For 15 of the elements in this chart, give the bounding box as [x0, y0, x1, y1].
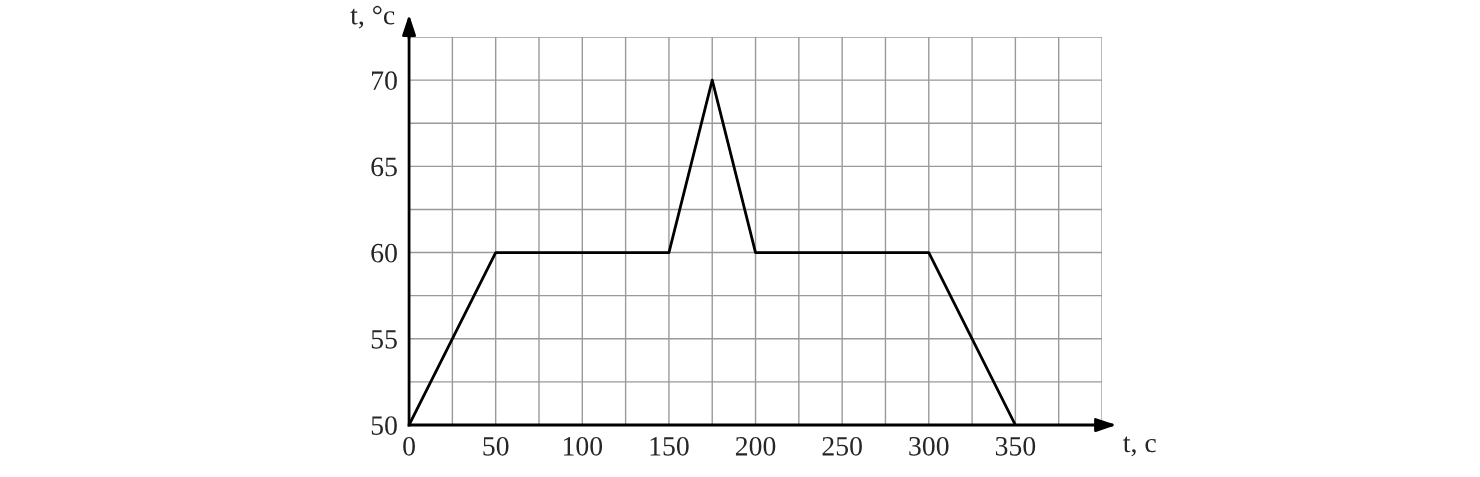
x-tick-label: 300 — [909, 436, 949, 456]
x-axis-title: t, с — [1123, 436, 1156, 457]
y-axis-title: t, °с — [350, 5, 395, 29]
x-tick-label: 150 — [650, 436, 689, 456]
x-tick-label: 250 — [822, 436, 862, 456]
x-tick-label: 50 — [483, 436, 509, 456]
y-tick-label: 50 — [371, 416, 397, 435]
y-tick-label: 65 — [371, 157, 397, 177]
x-tick-label: 100 — [563, 436, 603, 456]
x-tick-label: 200 — [735, 436, 776, 456]
y-tick-label: 60 — [371, 243, 397, 263]
y-tick-label: 70 — [372, 71, 397, 91]
y-tick-label: 55 — [371, 330, 397, 349]
x-tick-label: 350 — [995, 436, 1036, 456]
x-tick-label: 0 — [403, 436, 415, 456]
